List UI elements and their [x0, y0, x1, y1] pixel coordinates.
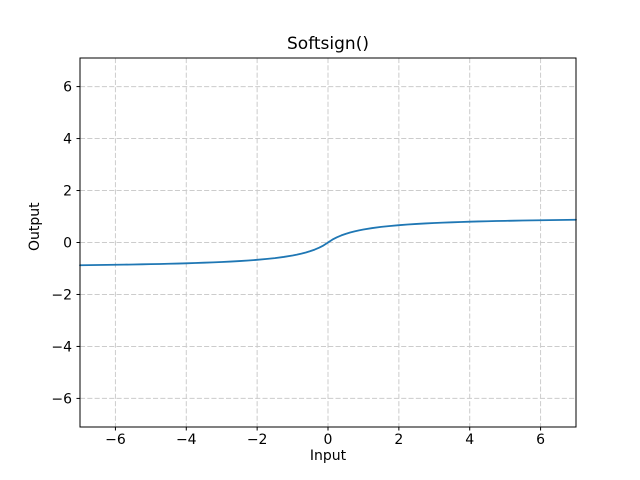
chart-title: Softsign() [287, 34, 369, 54]
y-tick-label: −6 [51, 391, 72, 407]
x-axis-label: Input [309, 448, 347, 464]
y-tick-label: 6 [63, 80, 72, 96]
curve-softsign [79, 218, 577, 267]
y-axis-label: Output [27, 202, 43, 251]
y-tick-label: −4 [51, 339, 72, 355]
y-tick-label: 4 [63, 132, 72, 148]
x-tick-label: −2 [247, 432, 268, 448]
x-tick-label: 6 [536, 432, 545, 448]
x-tick-label: 0 [324, 432, 333, 448]
y-tick-label: −2 [51, 287, 72, 303]
x-tick-label: −4 [176, 432, 197, 448]
x-tick-label: 4 [465, 432, 474, 448]
y-tick-label: 2 [63, 184, 72, 200]
x-tick-label: −6 [105, 432, 126, 448]
y-tick-label: 0 [63, 236, 72, 252]
x-tick-label: 2 [394, 432, 403, 448]
